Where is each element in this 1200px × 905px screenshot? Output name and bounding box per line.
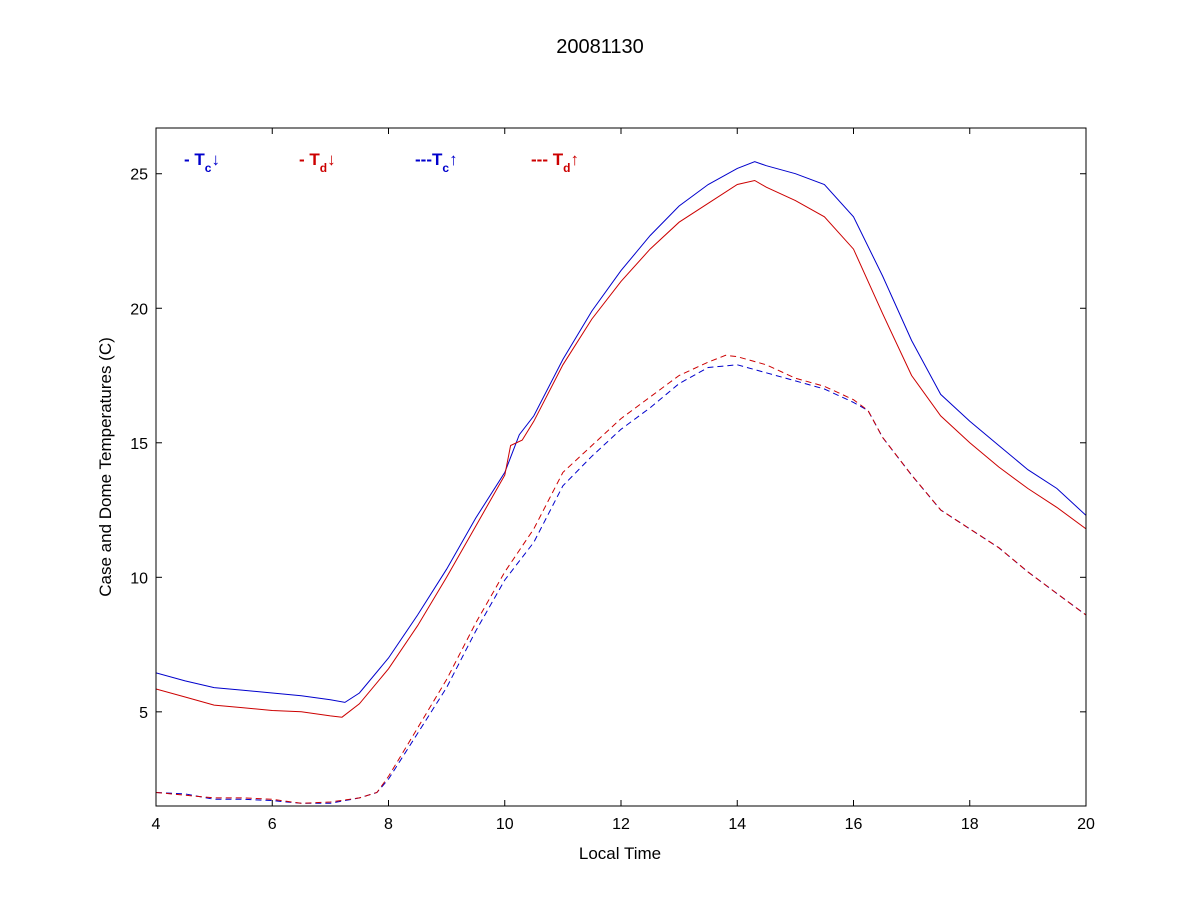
y-axis-label: Case and Dome Temperatures (C)	[96, 337, 115, 597]
x-tick-label: 8	[384, 816, 393, 833]
y-tick-label: 10	[130, 570, 148, 587]
x-tick-label: 14	[728, 816, 746, 833]
series-line-3	[156, 364, 1086, 804]
legend-entry-1: - Tc↓	[184, 150, 220, 175]
y-tick-label: 20	[130, 301, 148, 318]
plot-area	[156, 161, 1086, 804]
legend-entry-4: --- Td↑	[531, 150, 579, 175]
y-tick-label: 25	[130, 167, 148, 184]
series-line-4	[156, 354, 1086, 804]
series-line-1	[156, 161, 1086, 703]
axes-frame	[155, 127, 1087, 807]
x-tick-label: 18	[961, 816, 979, 833]
series-line-2	[156, 179, 1086, 718]
x-tick-label: 12	[612, 816, 630, 833]
legend-entry-2: - Td↓	[299, 150, 336, 175]
x-tick-label: 4	[152, 816, 161, 833]
x-tick-label: 20	[1077, 816, 1095, 833]
legend: - Tc↓ - Td↓ ---Tc↑ --- Td↑	[184, 150, 579, 175]
axis-ticks: 4 6 8 10 12 14 16 18 20 5 10 15 20 25	[130, 128, 1095, 833]
y-tick-label: 15	[130, 436, 148, 453]
x-axis-label: Local Time	[579, 844, 661, 863]
x-tick-label: 6	[268, 816, 277, 833]
x-tick-label: 16	[845, 816, 863, 833]
legend-entry-3: ---Tc↑	[415, 150, 458, 175]
y-tick-label: 5	[139, 705, 148, 722]
chart-title: 20081130	[556, 36, 644, 58]
x-tick-label: 10	[496, 816, 514, 833]
